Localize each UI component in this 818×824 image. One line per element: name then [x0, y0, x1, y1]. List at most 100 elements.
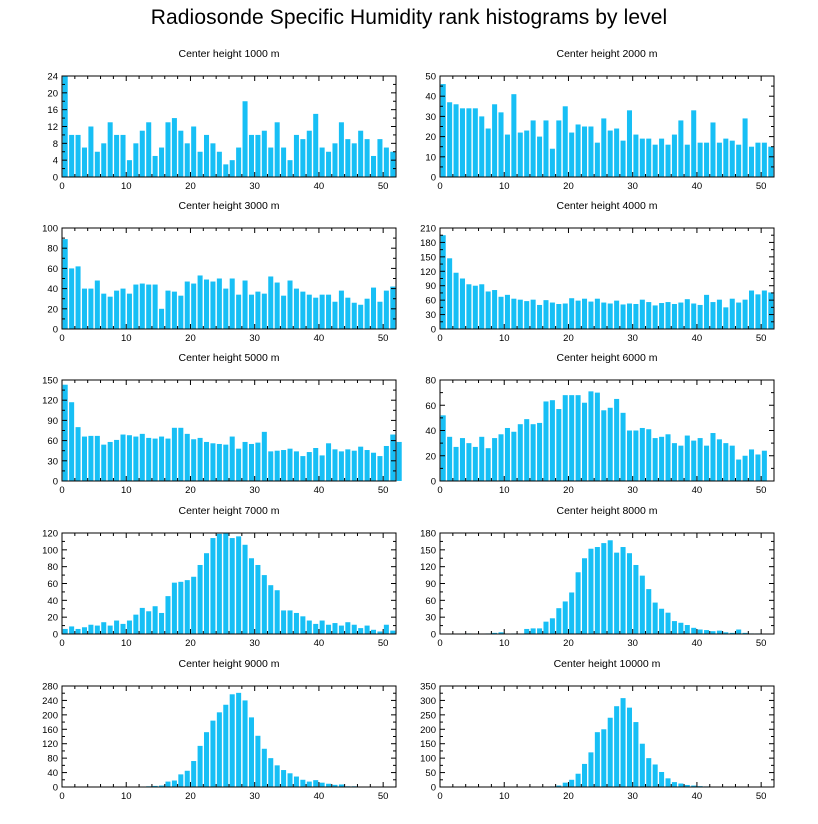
bar — [351, 624, 357, 634]
x-tick-label: 50 — [378, 485, 389, 496]
bar — [556, 785, 562, 787]
bar — [633, 134, 639, 177]
x-tick-label: 40 — [692, 333, 703, 344]
bar — [165, 438, 171, 481]
x-tick-label: 0 — [59, 485, 64, 496]
y-tick-label: 0 — [53, 783, 58, 794]
bar — [146, 437, 152, 481]
plot-frame — [439, 685, 775, 788]
panel-3: Center height 3000 m 0 10 20 30 40 50 0 20 40 60 80… — [42, 200, 397, 344]
bar — [396, 441, 402, 481]
y-tick-label: 120 — [42, 529, 58, 540]
bar — [646, 758, 652, 787]
bar — [569, 132, 575, 177]
x-tick-label: 0 — [59, 791, 64, 802]
x-tick-label: 50 — [756, 791, 767, 802]
bar — [69, 268, 75, 329]
bar — [716, 299, 722, 329]
bar — [371, 452, 377, 481]
bar — [139, 607, 145, 634]
bar — [107, 625, 113, 634]
bar — [549, 148, 555, 177]
bar — [684, 784, 690, 787]
x-tick-label: 0 — [437, 333, 442, 344]
bar — [165, 122, 171, 177]
bar — [390, 434, 396, 481]
bar — [88, 624, 94, 634]
bar — [94, 435, 100, 481]
bar — [447, 102, 453, 177]
bar — [652, 602, 658, 634]
bar — [248, 717, 254, 787]
x-tick-label: 20 — [185, 333, 196, 344]
x-tick-label: 10 — [499, 791, 510, 802]
bar — [671, 621, 677, 634]
bar — [261, 130, 267, 177]
bar — [306, 452, 312, 481]
y-tick-label: 150 — [420, 739, 436, 750]
bar — [472, 446, 478, 481]
bar — [216, 151, 222, 177]
bar — [459, 438, 465, 481]
x-tick-label: 40 — [692, 791, 703, 802]
bar — [459, 278, 465, 329]
bar — [620, 412, 626, 481]
bar — [255, 134, 261, 177]
bar — [530, 120, 536, 177]
bar — [371, 287, 377, 329]
bar — [556, 120, 562, 177]
bar — [472, 108, 478, 177]
bar — [184, 143, 190, 177]
y-tick-label: 0 — [53, 325, 58, 336]
bar — [447, 258, 453, 329]
bar — [236, 692, 242, 787]
y-tick-label: 210 — [420, 224, 436, 235]
bar — [646, 302, 652, 329]
bar — [364, 298, 370, 329]
y-tick-label: 120 — [42, 739, 58, 750]
bar — [178, 774, 184, 787]
y-tick-label: 30 — [425, 112, 436, 123]
y-tick-label: 0 — [53, 630, 58, 641]
x-tick-label: 30 — [249, 333, 260, 344]
bar — [485, 128, 491, 177]
bar — [626, 110, 632, 177]
x-tick-label: 20 — [185, 485, 196, 496]
bar — [691, 110, 697, 177]
bar — [159, 147, 165, 177]
bar — [633, 722, 639, 787]
bar — [729, 632, 735, 634]
y-tick-label: 200 — [42, 710, 58, 721]
y-tick-label: 20 — [425, 132, 436, 143]
bar — [755, 294, 761, 329]
bar — [75, 266, 81, 329]
y-tick-label: 350 — [420, 682, 436, 693]
bar — [338, 290, 344, 329]
bar — [492, 438, 498, 481]
bar — [326, 443, 332, 481]
bar — [691, 303, 697, 329]
bar — [139, 283, 145, 329]
bar — [171, 582, 177, 634]
bar — [556, 409, 562, 481]
bar — [723, 138, 729, 177]
bar — [498, 434, 504, 481]
bar — [383, 147, 389, 177]
bar — [332, 784, 338, 787]
bar — [75, 427, 81, 481]
bar — [479, 284, 485, 329]
x-tick-label: 30 — [249, 485, 260, 496]
bar — [345, 139, 351, 177]
bar — [524, 301, 530, 329]
bar — [114, 620, 120, 634]
bar — [729, 298, 735, 329]
x-tick-label: 40 — [314, 181, 325, 192]
bar — [306, 130, 312, 177]
y-tick-label: 0 — [53, 477, 58, 488]
bar — [306, 620, 312, 634]
bar — [543, 621, 549, 634]
bar — [274, 765, 280, 787]
bar — [300, 139, 306, 177]
bar — [229, 436, 235, 481]
bar — [684, 435, 690, 481]
